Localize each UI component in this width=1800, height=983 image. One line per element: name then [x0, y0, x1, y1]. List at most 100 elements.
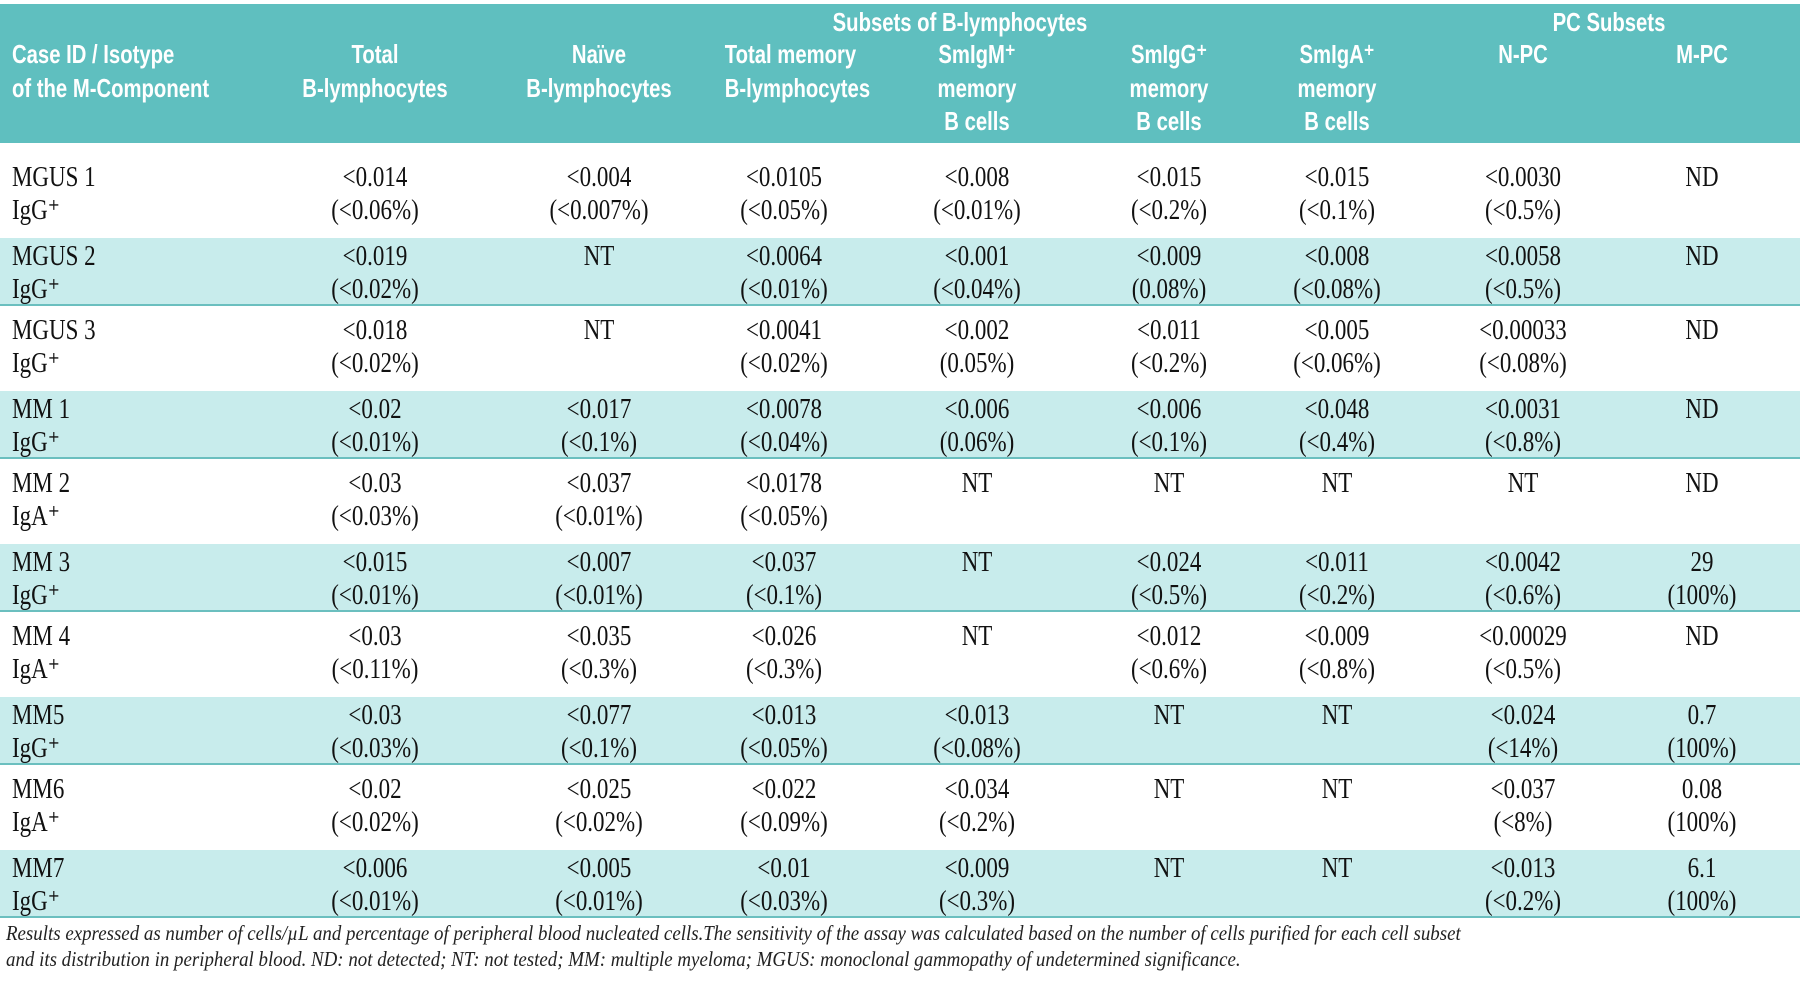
cell-count: <0.011: [1305, 547, 1369, 578]
value-cell: <0.0041 (<0.02%): [708, 314, 860, 380]
cell-percentage: (0.08%): [1131, 274, 1207, 305]
case-id-cell: MGUS 1 IgG⁺: [12, 161, 312, 227]
value-cell: <0.00033 (<0.08%): [1430, 314, 1616, 380]
group-header-pc-subsets: PC Subsets: [1552, 7, 1666, 37]
cell-count: <0.077: [566, 700, 632, 731]
value-cell: ND: [1616, 467, 1788, 500]
value-cell: <0.02 (<0.02%): [260, 773, 490, 839]
case-id-cell: MM6 IgA⁺: [12, 773, 312, 839]
cell-count: <0.0042: [1484, 547, 1562, 578]
value-cell: <0.009 (<0.3%): [860, 852, 1094, 918]
value-cell: <0.008 (<0.08%): [1244, 240, 1430, 306]
value-cell: <0.015 (<0.1%): [1244, 161, 1430, 227]
cell-percentage: (<0.1%): [560, 733, 638, 764]
cell-count: 6.1: [1687, 853, 1717, 884]
column-header-4: B cells: [944, 106, 1010, 136]
cell-percentage: (100%): [1667, 580, 1737, 611]
value-cell: <0.011 (<0.2%): [1244, 546, 1430, 612]
cell-count: 0.08: [1681, 774, 1723, 805]
value-cell: <0.03 (<0.03%): [260, 699, 490, 765]
case-id-cell: MM 1 IgG⁺: [12, 393, 312, 459]
column-header-6: SmIgA⁺: [1299, 39, 1375, 69]
cell-percentage: (<0.2%): [1130, 195, 1208, 226]
isotype: IgG⁺: [12, 274, 60, 305]
cell-count: ND: [1685, 394, 1719, 425]
column-header-0: Case ID / Isotype: [12, 39, 175, 69]
isotype: IgG⁺: [12, 733, 60, 764]
cell-percentage: (<0.06%): [331, 195, 419, 226]
value-cell: <0.013 (<0.08%): [860, 699, 1094, 765]
cell-count: ND: [1685, 315, 1719, 346]
cell-percentage: (<0.5%): [1484, 654, 1562, 685]
value-cell: 29 (100%): [1616, 546, 1788, 612]
cell-percentage: (<0.8%): [1484, 427, 1562, 458]
cell-percentage: (<0.09%): [740, 807, 828, 838]
table-row: MGUS 3 IgG⁺ <0.018 (<0.02%) NT <0.0041 (<0.02%…: [0, 306, 1800, 391]
cell-percentage: (<0.08%): [1293, 274, 1381, 305]
value-cell: <0.001 (<0.04%): [860, 240, 1094, 306]
cell-percentage: (<0.05%): [740, 501, 828, 532]
cell-percentage: (<0.1%): [1130, 427, 1208, 458]
cell-count: <0.013: [944, 700, 1010, 731]
value-cell: <0.037 (<0.01%): [490, 467, 708, 533]
cell-percentage: (<0.01%): [331, 427, 419, 458]
value-cell: <0.011 (<0.2%): [1094, 314, 1244, 380]
column-header-8: M-PC: [1676, 39, 1728, 69]
cell-count: <0.015: [1304, 162, 1370, 193]
cell-percentage: (<0.3%): [560, 654, 638, 685]
column-header-3: Total memory: [724, 39, 857, 69]
case-id: MM 1: [12, 394, 71, 425]
column-header-2: B-lymphocytes: [526, 73, 672, 103]
cell-count: NT: [1153, 468, 1185, 499]
case-id: MGUS 1: [12, 162, 96, 193]
value-cell: <0.0105 (<0.05%): [708, 161, 860, 227]
cell-percentage: (<0.05%): [740, 733, 828, 764]
column-header-1: Total: [351, 39, 399, 69]
value-cell: NT: [490, 240, 708, 273]
cell-count: NT: [961, 621, 993, 652]
cell-count: <0.013: [751, 700, 817, 731]
table-row: MM5 IgG⁺ <0.03 (<0.03%) <0.077 (<0.1%) <0.013(…: [0, 697, 1800, 765]
case-id: MM 4: [12, 621, 71, 652]
cell-percentage: (<0.03%): [331, 501, 419, 532]
value-cell: <0.005 (<0.06%): [1244, 314, 1430, 380]
cell-percentage: (<8%): [1493, 807, 1553, 838]
value-cell: 6.1 (100%): [1616, 852, 1788, 918]
case-id-cell: MM 2 IgA⁺: [12, 467, 312, 533]
table-body: MGUS 1 IgG⁺ <0.014 (<0.06%) <0.004 (<0.007%) <…: [0, 143, 1800, 918]
cell-count: <0.035: [566, 621, 632, 652]
cell-count: NT: [1321, 853, 1353, 884]
value-cell: ND: [1616, 240, 1788, 273]
cell-percentage: (<0.1%): [745, 580, 823, 611]
cell-count: <0.00029: [1479, 621, 1567, 652]
value-cell: NT: [490, 314, 708, 347]
cell-count: NT: [1321, 700, 1353, 731]
cell-count: <0.006: [342, 853, 408, 884]
value-cell: <0.0030 (<0.5%): [1430, 161, 1616, 227]
value-cell: NT: [1094, 467, 1244, 500]
cell-count: <0.009: [944, 853, 1010, 884]
value-cell: <0.009 (<0.8%): [1244, 620, 1430, 686]
cell-count: <0.014: [342, 162, 408, 193]
isotype: IgG⁺: [12, 348, 60, 379]
cell-count: <0.025: [566, 774, 632, 805]
table-row: MM 2 IgA⁺ <0.03 (<0.03%) <0.037 (<0.01%) <0.01…: [0, 459, 1800, 544]
cell-count: NT: [1321, 468, 1353, 499]
value-cell: <0.037 (<8%): [1430, 773, 1616, 839]
cell-percentage: (<0.08%): [1479, 348, 1567, 379]
cell-count: <0.008: [1304, 241, 1370, 272]
table-row: MM7 IgG⁺ <0.006 (<0.01%) <0.005 (<0.01%) <0.01…: [0, 850, 1800, 918]
case-id: MM6: [12, 774, 65, 805]
cell-count: <0.0058: [1484, 241, 1562, 272]
cell-count: <0.006: [1136, 394, 1202, 425]
case-id-cell: MM5 IgG⁺: [12, 699, 312, 765]
cell-count: <0.007: [566, 547, 632, 578]
value-cell: <0.004 (<0.007%): [490, 161, 708, 227]
cell-count: <0.03: [348, 700, 402, 731]
case-id-cell: MM7 IgG⁺: [12, 852, 312, 918]
cell-count: <0.017: [566, 394, 632, 425]
cell-count: <0.026: [751, 621, 817, 652]
column-header-0: of the M-Component: [12, 73, 210, 103]
value-cell: NT: [860, 467, 1094, 500]
cell-count: NT: [583, 315, 615, 346]
